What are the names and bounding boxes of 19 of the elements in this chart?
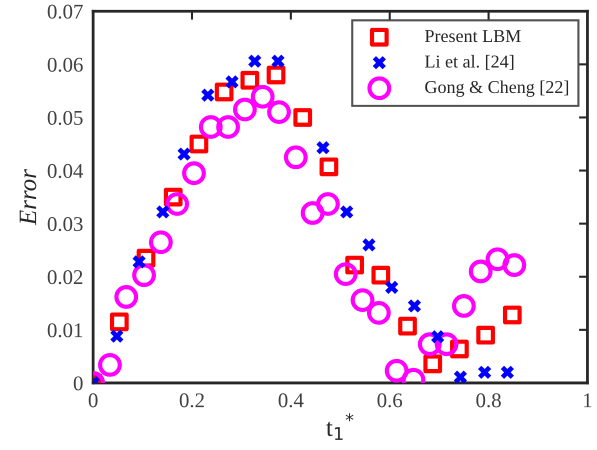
x-tick-label: 0.6	[377, 393, 402, 408]
y-tick-label: 0.04	[48, 164, 84, 178]
y-tick-label: 0	[74, 376, 83, 390]
y-tick-label: 0.06	[48, 58, 83, 72]
x-tick-label: 0	[88, 393, 98, 408]
x-tick-label: 0.8	[476, 393, 501, 408]
legend-label: Gong & Cheng [22]	[425, 80, 568, 97]
x-tick-label: 1	[584, 393, 592, 408]
x-tick-label: 0.4	[278, 393, 304, 408]
x-tick-label: 0.2	[180, 393, 204, 408]
y-tick-label: 0.01	[48, 323, 82, 338]
y-tick-label: 0.03	[48, 217, 83, 232]
legend-label: Li et al. [24]	[424, 54, 514, 70]
legend-label: Present LBM	[424, 30, 521, 42]
y-tick-label: 0.02	[48, 270, 82, 284]
y-tick-label: 0.05	[48, 110, 83, 125]
y-tick-label: 0.07	[48, 4, 83, 19]
y-axis-title: Error	[20, 169, 36, 226]
x-axis-title: t$_{1}$$^{*}$	[326, 413, 354, 440]
